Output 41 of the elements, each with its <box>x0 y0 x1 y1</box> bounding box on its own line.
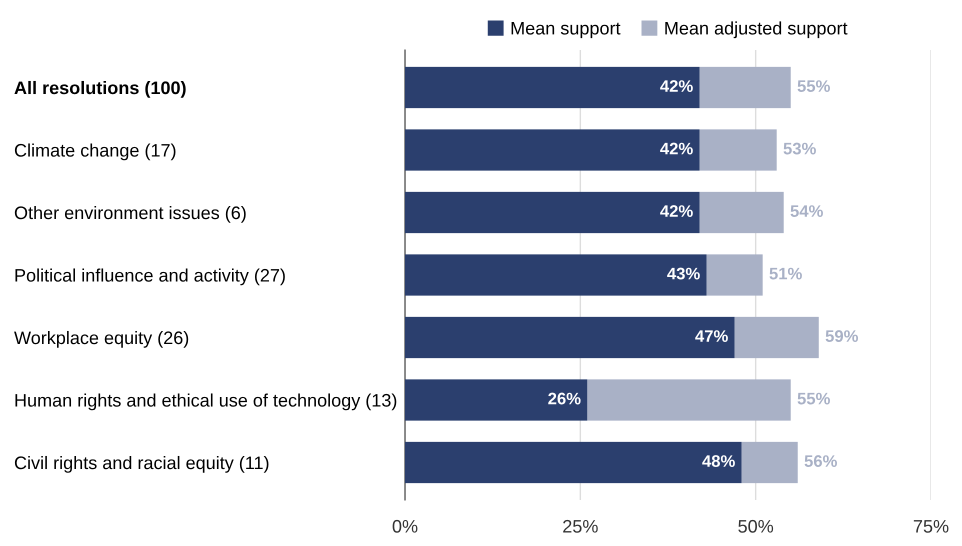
bar <box>405 192 700 234</box>
total-label: 55% <box>798 392 830 404</box>
legend-label: Mean support <box>512 22 620 38</box>
y-tick-label: Other environment issues (6) <box>14 206 246 223</box>
bar <box>700 129 777 171</box>
x-tick-label: 50% <box>738 520 774 533</box>
data-label: 26% <box>548 392 581 404</box>
bar <box>405 66 700 108</box>
y-tick-label: Civil rights and racial equity (11) <box>14 456 268 473</box>
bar <box>700 66 791 108</box>
bar <box>405 254 707 296</box>
bar <box>734 316 819 358</box>
total-label: 59% <box>826 330 858 342</box>
bar <box>405 379 588 421</box>
data-label: 48% <box>702 455 735 467</box>
y-tick-label: Political influence and activity (27) <box>15 268 285 286</box>
y-tick-label: All resolutions (100) <box>14 80 186 98</box>
x-tick-label: 75% <box>914 520 948 533</box>
bar <box>587 379 791 421</box>
legend-label: Mean adjusted support <box>665 21 848 38</box>
bar <box>405 129 700 171</box>
total-label: 56% <box>804 455 837 467</box>
y-tick-label: Human rights and ethical use of technology (13) <box>15 393 396 410</box>
data-label: 42% <box>660 205 693 217</box>
total-label: 51% <box>770 268 802 280</box>
bar <box>405 316 735 358</box>
bar <box>700 192 784 234</box>
bar <box>706 254 763 296</box>
total-label: 55% <box>798 80 830 92</box>
data-label: 43% <box>667 268 700 280</box>
total-label: 53% <box>784 142 816 154</box>
total-label: 54% <box>790 205 823 217</box>
bar <box>742 442 798 484</box>
y-tick-label: Workplace equity (26) <box>14 330 188 348</box>
x-tick-label: 0% <box>392 520 418 533</box>
y-tick-label: Climate change (17) <box>14 143 176 160</box>
data-label: 47% <box>695 330 728 342</box>
bar <box>405 442 742 484</box>
data-label: 42% <box>660 142 693 154</box>
data-label: 42% <box>660 80 693 92</box>
x-tick-label: 25% <box>563 520 598 533</box>
